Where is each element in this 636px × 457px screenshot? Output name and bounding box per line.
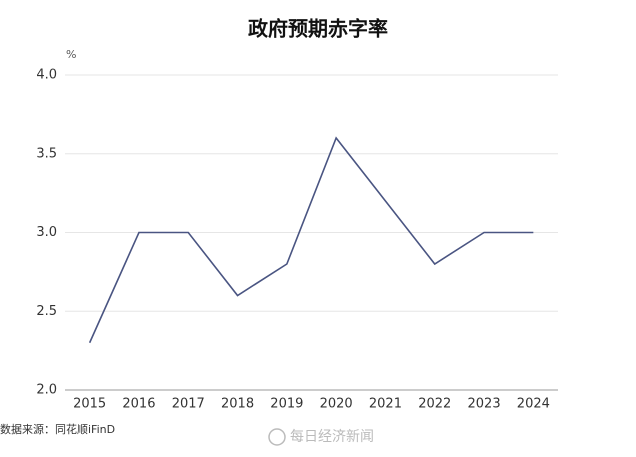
watermark-icon	[268, 428, 286, 446]
y-tick-label: 3.5	[36, 146, 57, 161]
x-tick-label: 2016	[122, 397, 155, 412]
source-note: 数据来源：同花顺iFinD	[0, 422, 115, 436]
x-tick-label: 2020	[320, 397, 353, 412]
y-tick-label: 3.0	[36, 225, 57, 240]
x-tick-label: 2015	[73, 397, 106, 412]
x-tick-label: 2017	[172, 397, 205, 412]
data-line	[88, 136, 534, 344]
watermark: 每日经济新闻	[290, 429, 374, 445]
x-tick-label: 2021	[369, 397, 402, 412]
chart-title: 政府预期赤字率	[248, 17, 388, 41]
x-tick-label: 2023	[468, 397, 501, 412]
x-tick-label: 2019	[270, 397, 303, 412]
y-tick-label: 4.0	[36, 68, 57, 83]
y-tick-label: 2.5	[36, 304, 57, 319]
y-unit: %	[66, 48, 76, 61]
x-tick-label: 2024	[517, 397, 550, 412]
x-tick-label: 2018	[221, 397, 254, 412]
x-tick-label: 2022	[418, 397, 451, 412]
y-tick-label: 2.0	[36, 383, 57, 398]
